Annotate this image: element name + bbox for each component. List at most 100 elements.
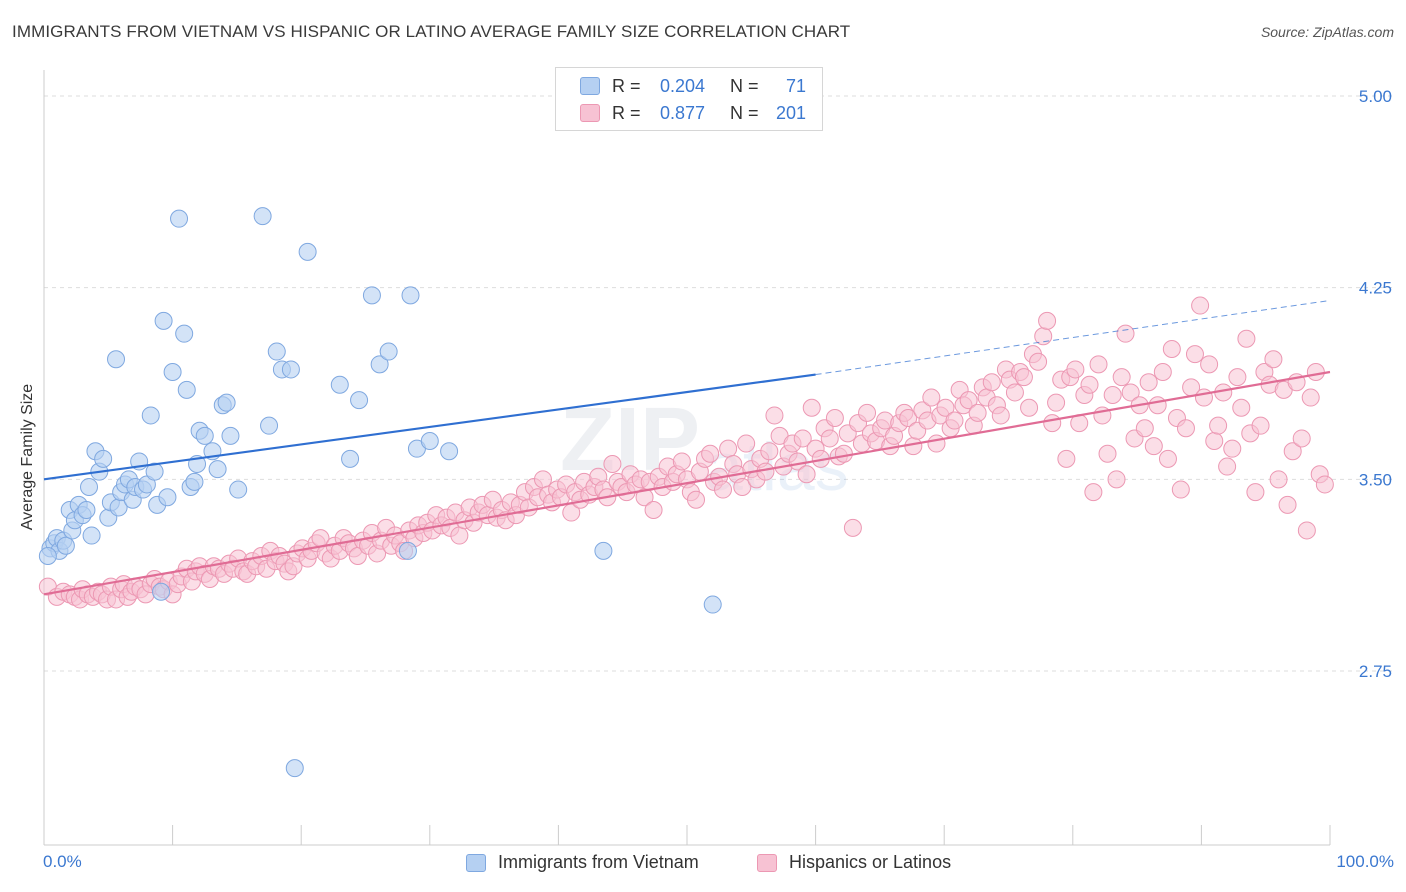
data-point-hispanics xyxy=(1153,363,1172,381)
data-point-vietnam xyxy=(341,449,360,468)
data-point-hispanics xyxy=(1020,398,1039,417)
data-point-vietnam xyxy=(158,488,177,507)
y-tick-label: 2.75 xyxy=(1359,662,1392,681)
data-point-vietnam xyxy=(56,536,75,555)
data-point-vietnam xyxy=(217,393,236,412)
data-point-vietnam xyxy=(594,541,613,560)
data-point-hispanics xyxy=(1297,521,1316,540)
data-point-vietnam xyxy=(253,207,272,226)
data-point-hispanics xyxy=(820,429,839,448)
data-point-hispanics xyxy=(603,455,622,473)
y-tick-label: 3.50 xyxy=(1359,470,1392,489)
bottom-legend-swatch-vietnam xyxy=(466,853,486,872)
y-tick-labels: 2.75 3.50 4.25 5.00 xyxy=(1359,87,1392,681)
data-point-vietnam xyxy=(170,209,189,228)
data-point-hispanics xyxy=(1209,416,1228,435)
data-point-hispanics xyxy=(991,406,1010,425)
bottom-legend-hispanics: Hispanics or Latinos xyxy=(757,852,951,873)
data-point-hispanics xyxy=(1116,324,1135,343)
data-point-hispanics xyxy=(1089,355,1108,374)
data-point-hispanics xyxy=(1176,419,1195,438)
data-point-hispanics xyxy=(899,409,918,427)
data-point-vietnam xyxy=(267,342,286,361)
grid-layer xyxy=(44,95,1392,672)
data-point-hispanics xyxy=(450,526,469,545)
data-point-hispanics xyxy=(1232,398,1251,417)
data-point-hispanics xyxy=(714,480,733,499)
data-point-vietnam xyxy=(154,311,173,330)
data-point-hispanics xyxy=(1098,444,1117,463)
bottom-legend: Immigrants from Vietnam Hispanics or Lat… xyxy=(0,852,1406,878)
data-point-hispanics xyxy=(1306,363,1325,381)
data-point-hispanics xyxy=(1112,368,1131,387)
data-point-hispanics xyxy=(765,406,784,425)
data-point-vietnam xyxy=(298,242,317,261)
data-point-hispanics xyxy=(1139,373,1158,392)
y-tick-label: 4.25 xyxy=(1359,279,1392,298)
data-point-hispanics xyxy=(1171,480,1190,499)
series-vietnam-points xyxy=(38,207,722,778)
data-point-hispanics xyxy=(1315,475,1334,494)
data-point-hispanics xyxy=(858,403,877,422)
data-point-hispanics xyxy=(1014,368,1033,387)
data-point-hispanics xyxy=(672,452,691,471)
data-point-hispanics xyxy=(1047,393,1066,412)
data-point-hispanics xyxy=(1038,311,1057,330)
data-point-hispanics xyxy=(1251,416,1270,435)
bottom-legend-swatch-hispanics xyxy=(757,853,777,872)
data-point-hispanics xyxy=(1218,457,1237,476)
data-point-hispanics xyxy=(533,470,552,489)
legend-n-label: N = xyxy=(730,75,759,96)
data-point-hispanics xyxy=(737,434,756,453)
data-point-hispanics xyxy=(1148,396,1167,415)
data-point-hispanics xyxy=(701,444,720,463)
data-point-vietnam xyxy=(350,391,369,410)
data-point-vietnam xyxy=(260,416,279,435)
legend-r-label: R = xyxy=(612,75,641,96)
trend-lines xyxy=(43,299,1331,596)
data-point-vietnam xyxy=(107,350,126,369)
data-point-vietnam xyxy=(221,426,240,445)
data-point-hispanics xyxy=(1194,388,1213,407)
bottom-legend-label-vietnam: Immigrants from Vietnam xyxy=(498,852,699,872)
legend-r-label: R = xyxy=(612,102,641,123)
data-point-vietnam xyxy=(362,286,381,305)
data-point-vietnam xyxy=(229,480,248,499)
data-point-hispanics xyxy=(927,434,946,453)
data-point-hispanics xyxy=(945,411,964,430)
data-point-hispanics xyxy=(1185,345,1204,364)
data-point-hispanics xyxy=(733,478,752,496)
source-label: Source: ZipAtlas.com xyxy=(1260,24,1394,40)
data-point-hispanics xyxy=(982,373,1001,392)
data-point-hispanics xyxy=(1246,483,1265,502)
data-point-vietnam xyxy=(82,526,101,545)
data-point-hispanics xyxy=(1158,449,1177,468)
data-point-hispanics xyxy=(825,409,844,427)
data-point-vietnam xyxy=(94,449,113,468)
data-point-vietnam xyxy=(398,541,417,560)
x-axis-max-label: 100.0% xyxy=(1336,852,1394,871)
axis-layer xyxy=(43,70,1331,846)
trend-line-vietnam xyxy=(43,373,816,481)
data-point-hispanics xyxy=(1205,432,1224,450)
data-point-hispanics xyxy=(1237,329,1256,348)
data-point-hispanics xyxy=(1200,355,1219,374)
data-point-hispanics xyxy=(1043,414,1062,433)
data-point-hispanics xyxy=(1292,429,1311,448)
legend-n-value: 71 xyxy=(785,75,806,96)
legend-r-value: 0.877 xyxy=(660,102,706,123)
data-point-vietnam xyxy=(330,375,349,394)
data-point-vietnam xyxy=(163,363,182,381)
data-point-hispanics xyxy=(1228,368,1247,387)
chart-title: IMMIGRANTS FROM VIETNAM VS HISPANIC OR L… xyxy=(12,22,851,41)
data-point-hispanics xyxy=(1084,483,1103,502)
trend-line-vietnam-extrapolated xyxy=(815,299,1331,376)
legend-n-label: N = xyxy=(730,102,759,123)
data-point-vietnam xyxy=(185,472,204,491)
data-point-vietnam xyxy=(440,442,459,461)
data-point-vietnam xyxy=(145,462,164,481)
data-point-vietnam xyxy=(141,406,160,425)
data-point-vietnam xyxy=(370,355,389,374)
series-hispanics-points xyxy=(38,296,1334,609)
legend-swatch-vietnam xyxy=(580,77,600,95)
